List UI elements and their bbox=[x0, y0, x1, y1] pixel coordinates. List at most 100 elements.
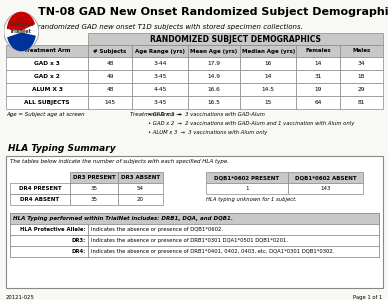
Text: Diabetes: Diabetes bbox=[9, 22, 34, 28]
Bar bbox=[6, 70, 88, 83]
Text: 143: 143 bbox=[320, 186, 331, 191]
Text: 54: 54 bbox=[137, 186, 144, 191]
Bar bbox=[88, 224, 379, 235]
Wedge shape bbox=[7, 12, 35, 31]
Bar bbox=[70, 183, 118, 194]
Text: Age = Subject age at screen: Age = Subject age at screen bbox=[6, 112, 85, 117]
Text: 19: 19 bbox=[314, 87, 322, 92]
Text: 16: 16 bbox=[265, 61, 272, 66]
Text: DR3 ABSENT: DR3 ABSENT bbox=[121, 175, 160, 180]
Text: 64: 64 bbox=[314, 100, 322, 105]
Bar bbox=[340, 45, 383, 57]
Bar bbox=[132, 57, 188, 70]
Bar bbox=[70, 172, 118, 183]
Text: 14: 14 bbox=[265, 74, 272, 79]
Bar bbox=[288, 172, 363, 183]
Bar bbox=[10, 224, 88, 235]
Bar bbox=[296, 57, 340, 70]
Bar bbox=[240, 96, 296, 109]
Text: DR4 ABSENT: DR4 ABSENT bbox=[21, 197, 60, 202]
Text: HLA Typing Summary: HLA Typing Summary bbox=[8, 144, 116, 153]
Text: ALUM X 3: ALUM X 3 bbox=[32, 87, 63, 92]
Text: TN-08 GAD New Onset Randomized Subject Demographic Report: TN-08 GAD New Onset Randomized Subject D… bbox=[38, 7, 388, 17]
Text: 31: 31 bbox=[314, 74, 322, 79]
Bar bbox=[88, 33, 383, 45]
Bar bbox=[188, 96, 240, 109]
Bar bbox=[132, 83, 188, 96]
Text: Median Age (yrs): Median Age (yrs) bbox=[241, 49, 295, 53]
Text: 18: 18 bbox=[358, 74, 365, 79]
Text: Page 1 of 1: Page 1 of 1 bbox=[353, 295, 382, 300]
Bar bbox=[340, 96, 383, 109]
Text: Males: Males bbox=[352, 49, 371, 53]
Bar bbox=[240, 45, 296, 57]
Bar bbox=[88, 235, 379, 246]
Text: 3-44: 3-44 bbox=[153, 61, 167, 66]
Text: GAD x 3: GAD x 3 bbox=[34, 61, 60, 66]
Bar bbox=[6, 156, 383, 288]
Text: Age Range (yrs): Age Range (yrs) bbox=[135, 49, 185, 53]
Text: Treatment Arm: Treatment Arm bbox=[24, 49, 70, 53]
Text: 20121-025: 20121-025 bbox=[6, 295, 35, 300]
Bar bbox=[88, 96, 132, 109]
Text: 4-45: 4-45 bbox=[153, 87, 167, 92]
Bar bbox=[10, 213, 379, 224]
Text: • GAD x 3  →  3 vaccinations with GAD-Alum: • GAD x 3 → 3 vaccinations with GAD-Alum bbox=[148, 112, 265, 117]
Bar bbox=[10, 246, 88, 257]
Text: 81: 81 bbox=[358, 100, 365, 105]
Text: 14: 14 bbox=[314, 61, 322, 66]
Bar bbox=[340, 57, 383, 70]
Text: The tables below indicate the number of subjects with each specified HLA type.: The tables below indicate the number of … bbox=[10, 159, 229, 164]
Text: Includes randomized GAD new onset T1D subjects with stored specimen collections.: Includes randomized GAD new onset T1D su… bbox=[6, 24, 303, 30]
Bar bbox=[6, 57, 88, 70]
Text: Treatment Arms →: Treatment Arms → bbox=[130, 112, 181, 117]
Text: RANDOMIZED SUBJECT DEMOGRAPHICS: RANDOMIZED SUBJECT DEMOGRAPHICS bbox=[150, 34, 321, 43]
Text: 29: 29 bbox=[358, 87, 365, 92]
Bar bbox=[10, 235, 88, 246]
Text: HLA Typing performed within TrialNet includes: DRB1, DQA, and DQB1.: HLA Typing performed within TrialNet inc… bbox=[13, 216, 233, 221]
Bar bbox=[296, 83, 340, 96]
Text: 34: 34 bbox=[358, 61, 365, 66]
Bar bbox=[88, 57, 132, 70]
Text: DR4:: DR4: bbox=[72, 249, 86, 254]
Text: 17.9: 17.9 bbox=[208, 61, 220, 66]
Text: # Subjects: # Subjects bbox=[94, 49, 126, 53]
Text: • GAD x 2  →  2 vaccinations with GAD-Alum and 1 vaccination with Alum only: • GAD x 2 → 2 vaccinations with GAD-Alum… bbox=[148, 121, 354, 126]
Bar bbox=[118, 172, 163, 183]
Text: • ALUM x 3  →  3 vaccinations with Alum only: • ALUM x 3 → 3 vaccinations with Alum on… bbox=[148, 130, 267, 135]
Text: 16.5: 16.5 bbox=[208, 100, 220, 105]
Text: 1: 1 bbox=[245, 186, 249, 191]
Bar bbox=[10, 183, 70, 194]
Text: 35: 35 bbox=[90, 197, 97, 202]
Text: GAD x 2: GAD x 2 bbox=[34, 74, 60, 79]
Wedge shape bbox=[7, 32, 36, 51]
Text: Type 1: Type 1 bbox=[15, 17, 28, 21]
Bar bbox=[88, 45, 132, 57]
Bar bbox=[132, 96, 188, 109]
Bar bbox=[240, 57, 296, 70]
Text: 3-45: 3-45 bbox=[153, 100, 167, 105]
Text: 16.6: 16.6 bbox=[208, 87, 220, 92]
Bar bbox=[88, 83, 132, 96]
Text: 49: 49 bbox=[106, 74, 114, 79]
Text: Mean Age (yrs): Mean Age (yrs) bbox=[191, 49, 238, 53]
Text: DR3 PRESENT: DR3 PRESENT bbox=[73, 175, 115, 180]
Text: Indicates the absence or presence of DRB1*0301 DQA1*0501 DQB1*0201.: Indicates the absence or presence of DRB… bbox=[91, 238, 288, 243]
Bar bbox=[10, 194, 70, 205]
Text: 3-45: 3-45 bbox=[153, 74, 167, 79]
Text: 48: 48 bbox=[106, 61, 114, 66]
Text: 35: 35 bbox=[90, 186, 97, 191]
Bar bbox=[88, 246, 379, 257]
Bar bbox=[118, 194, 163, 205]
Bar bbox=[206, 172, 288, 183]
Bar bbox=[188, 57, 240, 70]
Text: 48: 48 bbox=[106, 87, 114, 92]
Text: ALL SUBJECTS: ALL SUBJECTS bbox=[24, 100, 70, 105]
Ellipse shape bbox=[4, 12, 39, 51]
Text: DR4 PRESENT: DR4 PRESENT bbox=[19, 186, 61, 191]
Bar bbox=[296, 70, 340, 83]
Text: DQB1*0602 PRESENT: DQB1*0602 PRESENT bbox=[215, 175, 280, 180]
Bar bbox=[188, 45, 240, 57]
Text: 145: 145 bbox=[104, 100, 116, 105]
Bar bbox=[132, 45, 188, 57]
